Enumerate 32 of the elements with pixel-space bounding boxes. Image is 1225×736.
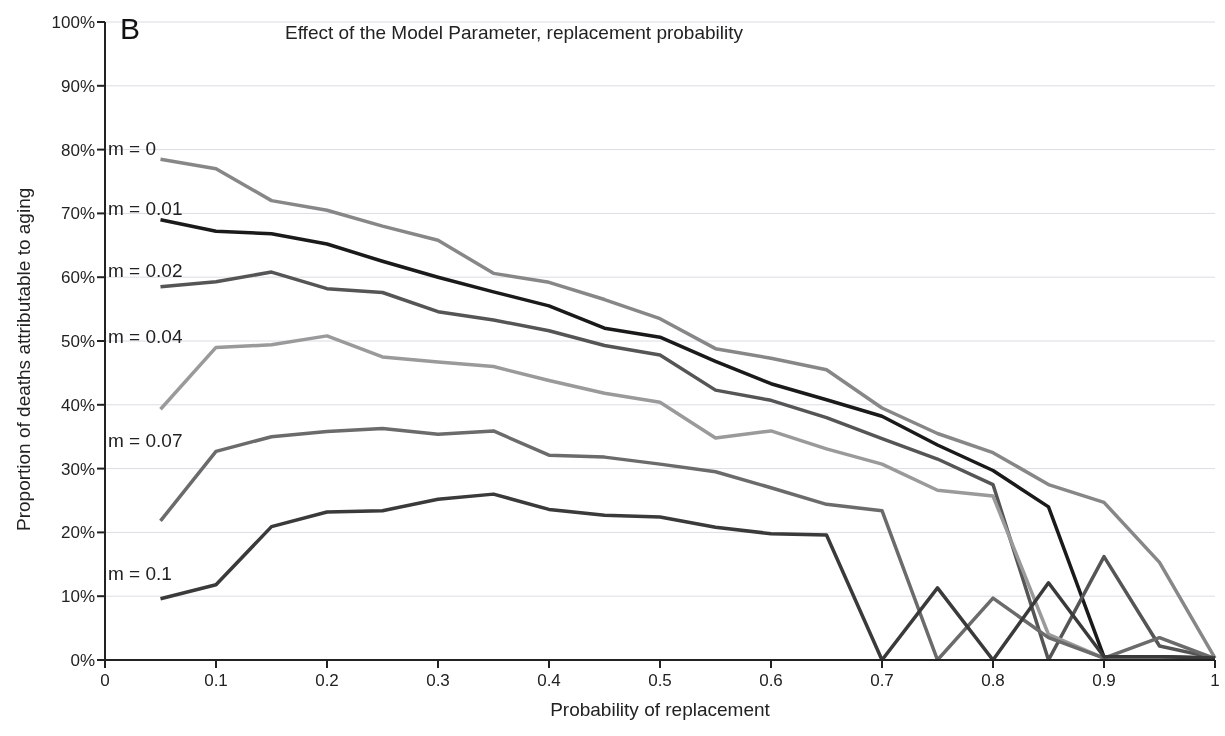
series-label: m = 0.07	[108, 429, 183, 451]
y-tick-label: 90%	[60, 76, 95, 96]
y-tick-label: 70%	[60, 204, 95, 224]
y-axis-title: Proportion of deaths attributable to aging	[12, 187, 34, 531]
series-label: m = 0	[108, 137, 157, 159]
x-axis-title: Probability of replacement	[550, 699, 771, 720]
y-tick-label: 10%	[60, 587, 95, 607]
x-tick-label: 0.6	[759, 671, 783, 690]
y-tick-label: 80%	[60, 140, 95, 160]
y-tick-label: 60%	[60, 268, 95, 288]
x-tick-label: 0.2	[315, 671, 339, 690]
series-label: m = 0.1	[108, 563, 172, 585]
x-tick-label: 0	[100, 671, 110, 690]
x-tick-label: 1	[1210, 671, 1220, 690]
y-tick-label: 30%	[60, 459, 95, 479]
y-tick-label: 20%	[60, 523, 95, 543]
x-tick-label: 0.8	[981, 671, 1005, 690]
x-tick-label: 0.7	[870, 671, 894, 690]
y-tick-label: 50%	[60, 332, 95, 352]
x-tick-label: 0.5	[648, 671, 672, 690]
x-tick-label: 0.1	[204, 671, 228, 690]
x-tick-label: 0.4	[537, 671, 561, 690]
y-tick-label: 40%	[60, 395, 95, 415]
x-tick-label: 0.3	[426, 671, 450, 690]
series-label: m = 0.02	[108, 260, 183, 282]
chart-title: Effect of the Model Parameter, replacement probability	[285, 22, 744, 44]
series-label: m = 0.04	[108, 325, 183, 347]
y-tick-label: 0%	[70, 651, 95, 671]
series-label: m = 0.01	[108, 198, 183, 220]
x-tick-label: 0.9	[1092, 671, 1116, 690]
annotation: B	[120, 12, 141, 46]
y-tick-label: 100%	[51, 13, 95, 33]
